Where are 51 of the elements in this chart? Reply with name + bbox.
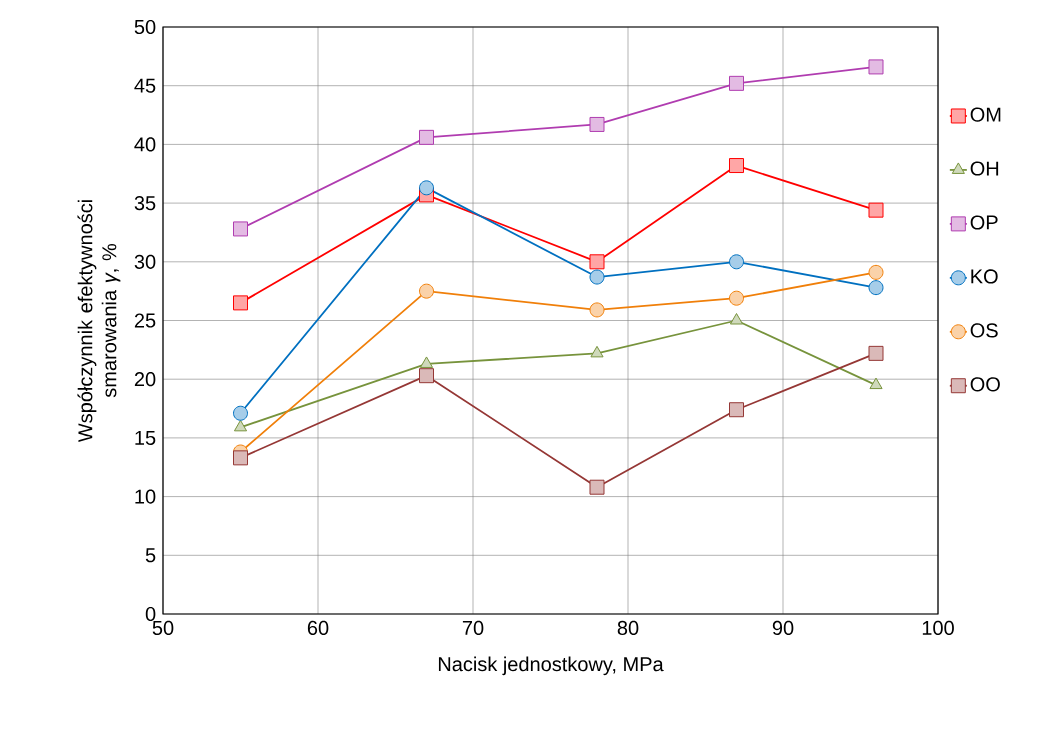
point [589, 479, 605, 495]
point [589, 302, 605, 318]
legend-label: OP [970, 215, 998, 230]
x-tick-label: 60 [307, 620, 329, 636]
point [419, 180, 434, 196]
point [419, 129, 434, 145]
point [729, 402, 744, 418]
point [233, 405, 248, 421]
legend-label: KO [971, 269, 998, 284]
x-tick-label: 100 [922, 620, 954, 636]
point [868, 202, 884, 218]
point [729, 158, 744, 174]
point [868, 345, 884, 361]
point [868, 59, 884, 75]
point [729, 254, 744, 270]
x-axis-title: Nacisk jednostkowy, MPa [438, 656, 664, 676]
y-tick-label: 10 [135, 489, 156, 504]
point [869, 377, 883, 390]
y-tick-label: 50 [134, 19, 156, 35]
legend-label: OM [970, 107, 1001, 122]
point [419, 283, 434, 299]
point [233, 419, 248, 432]
point [868, 280, 884, 296]
y-tick-label: 30 [134, 254, 156, 269]
point [419, 368, 434, 384]
legend-label: OO [970, 377, 1000, 392]
point [233, 450, 248, 466]
y-tick-label: 25 [134, 313, 156, 328]
x-tick-label: 70 [462, 620, 484, 636]
x-tick-label: 90 [772, 620, 794, 636]
y-tick-label: 40 [134, 137, 156, 152]
point [589, 269, 605, 285]
point [589, 254, 605, 270]
point [868, 264, 884, 280]
y-tick-label: 0 [145, 606, 156, 622]
y-tick-label: 5 [145, 548, 156, 563]
point [590, 345, 604, 358]
y-tick-label: 45 [134, 78, 156, 93]
point [729, 290, 744, 306]
point [233, 295, 248, 311]
x-tick-label: 80 [617, 620, 639, 636]
y-tick-label: 20 [134, 372, 156, 387]
y-tick-label: 15 [135, 430, 156, 445]
point [233, 221, 248, 237]
point [419, 356, 434, 368]
legend-label: OH [970, 161, 999, 176]
point [589, 116, 605, 132]
y-tick-label: 35 [134, 196, 156, 211]
point [729, 313, 744, 325]
legend-label: OS [970, 323, 998, 338]
point [729, 75, 744, 91]
